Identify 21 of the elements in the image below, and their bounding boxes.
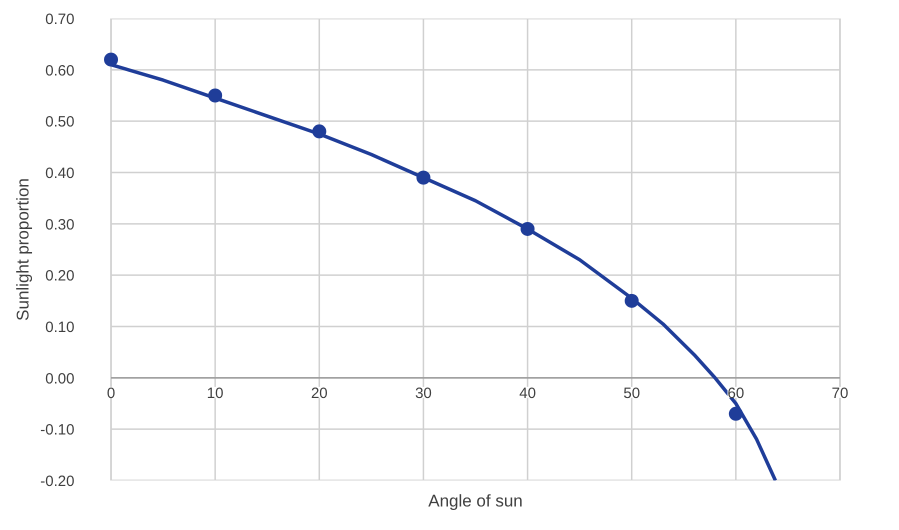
- y-tick-label: 0.60: [45, 62, 75, 80]
- x-tick-label: 0: [106, 384, 116, 402]
- y-axis-title: Sunlight proportion: [13, 178, 32, 321]
- x-tick-label: 40: [519, 384, 536, 402]
- x-tick-label: 50: [623, 384, 640, 402]
- point: [104, 52, 118, 67]
- y-tick-label: 0.30: [45, 216, 75, 234]
- x-tick-label: 70: [832, 384, 848, 402]
- y-tick-label: 0.10: [45, 319, 75, 336]
- y-tick-label: 0.20: [45, 268, 75, 285]
- x-tick-label: 30: [415, 384, 432, 402]
- y-tick-label: 0.50: [45, 114, 75, 131]
- y-tick-label: -0.10: [40, 422, 75, 439]
- y-tick-label: 0.70: [45, 11, 75, 28]
- x-tick-label: 20: [310, 384, 328, 402]
- y-tick-label: -0.20: [40, 473, 75, 490]
- x-tick-label: 10: [206, 384, 224, 402]
- x-axis-title: Angle of sun: [428, 492, 523, 510]
- x-tick-label: 60: [728, 384, 744, 402]
- y-tick-label: 0.00: [45, 370, 75, 388]
- y-tick-label: 0.40: [45, 165, 75, 182]
